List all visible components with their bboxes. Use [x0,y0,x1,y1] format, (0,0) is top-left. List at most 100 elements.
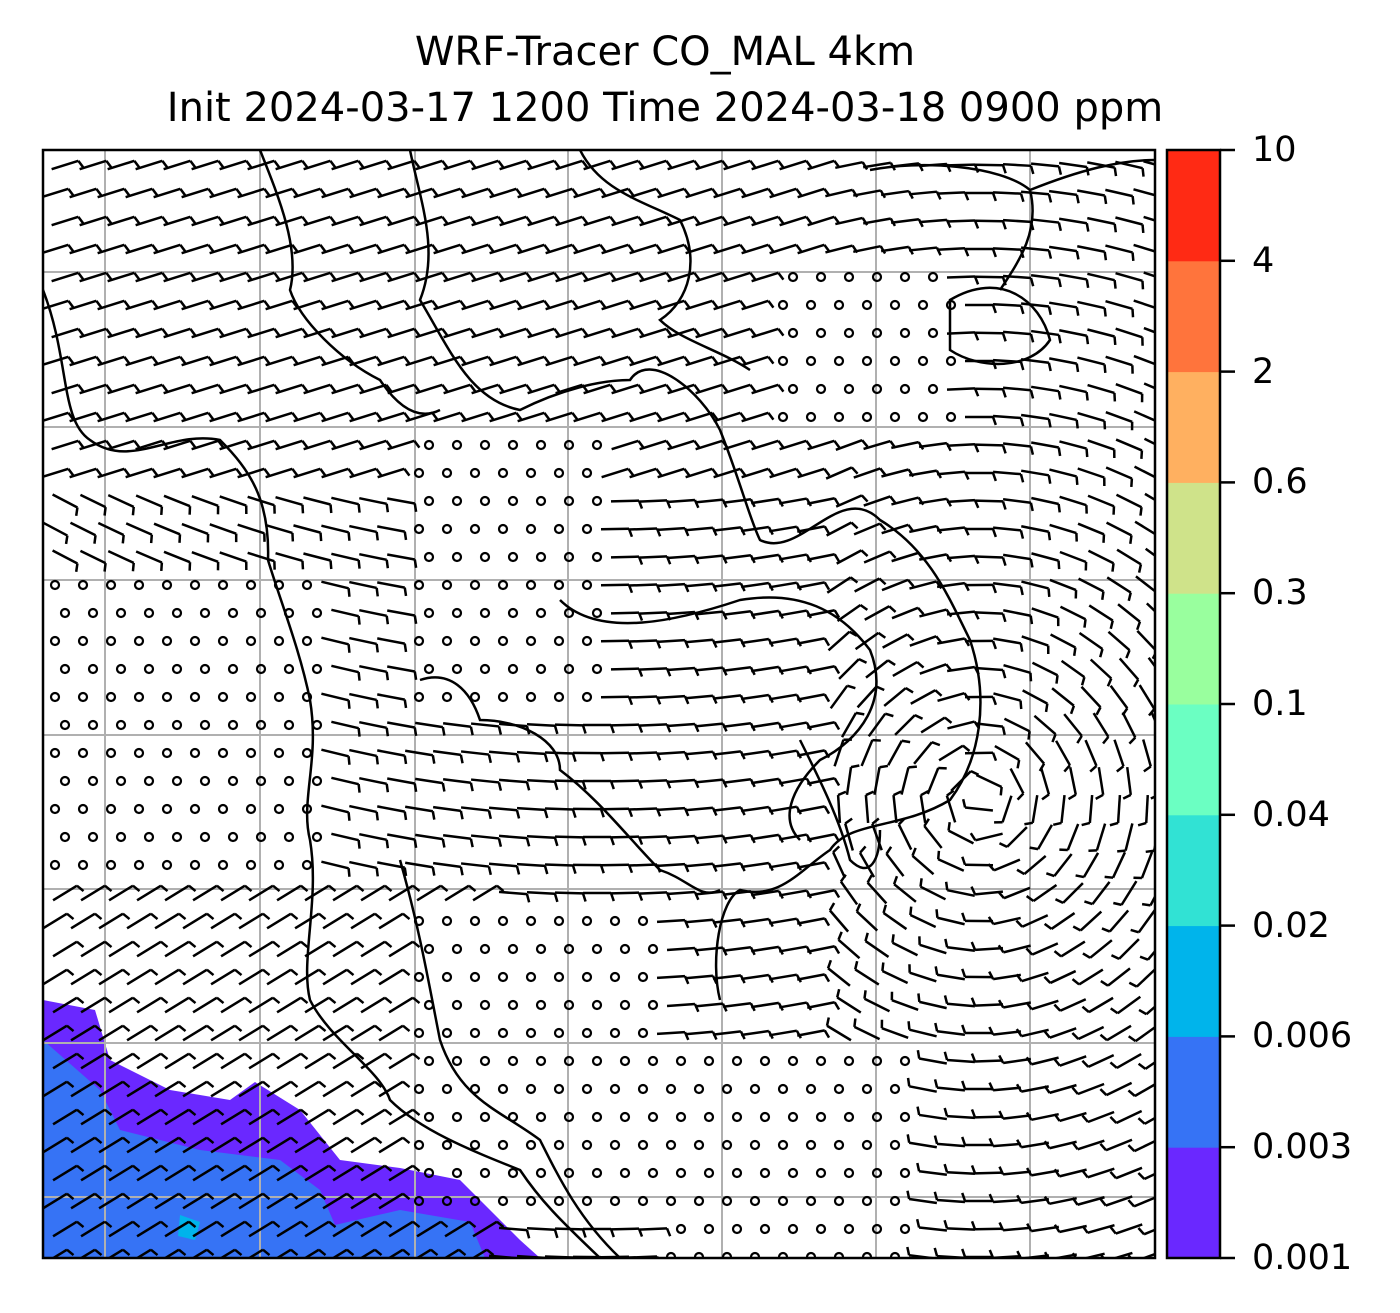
calm-wind-marker [591,1111,603,1123]
wind-barb [69,243,103,255]
wind-barb [294,1080,327,1098]
wind-barb [906,1077,937,1093]
calm-wind-marker [619,1055,631,1067]
calm-wind-marker [525,523,537,535]
wind-barb [386,609,418,625]
calm-wind-marker [507,439,519,451]
wind-barb [835,494,869,508]
wind-barb [825,1017,852,1042]
wind-barb [377,411,411,423]
calm-wind-marker [451,663,463,675]
wind-barb [926,766,947,795]
wind-barb [1021,524,1052,541]
wind-barb [52,493,79,517]
calm-wind-marker [497,1083,509,1095]
calm-wind-marker [899,1055,911,1067]
wind-barb [722,778,756,788]
wind-barb [974,219,1007,230]
wind-barb [862,217,897,227]
calm-wind-marker [49,635,61,647]
wind-barb [909,635,943,647]
colorbar-tick-label: 0.001 [1252,1238,1353,1278]
calm-wind-marker [833,355,845,367]
wind-barb [807,1000,841,1011]
wind-barb [377,805,408,821]
wind-barb [778,497,813,507]
wind-barb [638,723,672,733]
wind-barb [378,968,411,986]
wind-barb [807,720,841,731]
wind-barb [125,355,159,367]
wind-barb [639,159,673,171]
wind-barb [554,1227,587,1238]
wind-barb [443,271,477,283]
wind-barb [722,666,756,676]
wind-barb [992,582,1024,596]
wind-barb [349,524,379,541]
wind-barb [247,383,281,395]
wind-barb [331,776,361,793]
wind-barb [970,1164,1004,1175]
wind-barb [1137,794,1150,827]
calm-wind-marker [637,1195,649,1207]
wind-barb [840,711,865,738]
wind-barb [331,608,361,625]
wind-barb [377,637,408,653]
wind-barb [826,576,859,594]
calm-wind-marker [143,831,155,843]
wind-barb [153,355,187,367]
wind-barb [108,1052,141,1070]
wind-barb [964,359,997,370]
wind-barb [1020,413,1052,428]
calm-wind-marker [889,299,901,311]
wind-barb [919,790,929,824]
wind-barb [276,1220,309,1238]
calm-wind-marker [479,943,491,955]
wind-barb [964,527,998,538]
calm-wind-marker [731,1055,743,1067]
wind-barb [1025,999,1059,1011]
calm-wind-marker [245,859,257,871]
wind-barb [970,1220,1004,1231]
wind-barb [1058,217,1090,232]
wind-barb [975,773,1003,796]
wind-barb [881,962,909,985]
wind-barb [322,1024,355,1042]
wind-barb [472,1220,505,1238]
wind-barb [666,890,700,901]
wind-barb [1109,1166,1143,1180]
calm-wind-marker [217,579,229,591]
wind-barb [994,795,1013,824]
wind-barb [247,215,281,227]
wind-barb [415,327,449,339]
wind-barb [163,271,197,283]
wind-barb [1128,967,1155,988]
wind-barb [1088,604,1114,630]
calm-wind-marker [255,607,267,619]
wind-barb [934,1022,966,1036]
wind-barb [489,299,523,311]
wind-barb [1054,882,1084,905]
wind-barb [304,1052,337,1070]
wind-barb [191,159,225,171]
calm-wind-marker [861,1195,873,1207]
wind-barb [936,526,970,536]
wind-barb [1133,188,1155,197]
wind-barb [723,215,757,227]
wind-barb [974,555,1007,566]
wind-barb [873,764,889,795]
wind-barb [388,1164,421,1182]
wind-barb [136,1164,169,1182]
wind-barb [666,946,700,957]
wind-barb [248,1220,281,1238]
wind-barb [1077,189,1108,205]
wind-barb [1087,549,1115,572]
wind-barb [987,858,1021,872]
wind-barb [639,271,673,283]
wind-barb [135,494,164,516]
wind-barb [695,327,729,339]
wind-barb [303,215,337,227]
wind-barb [182,1192,215,1210]
wind-barb [321,243,355,255]
calm-wind-marker [441,971,453,983]
